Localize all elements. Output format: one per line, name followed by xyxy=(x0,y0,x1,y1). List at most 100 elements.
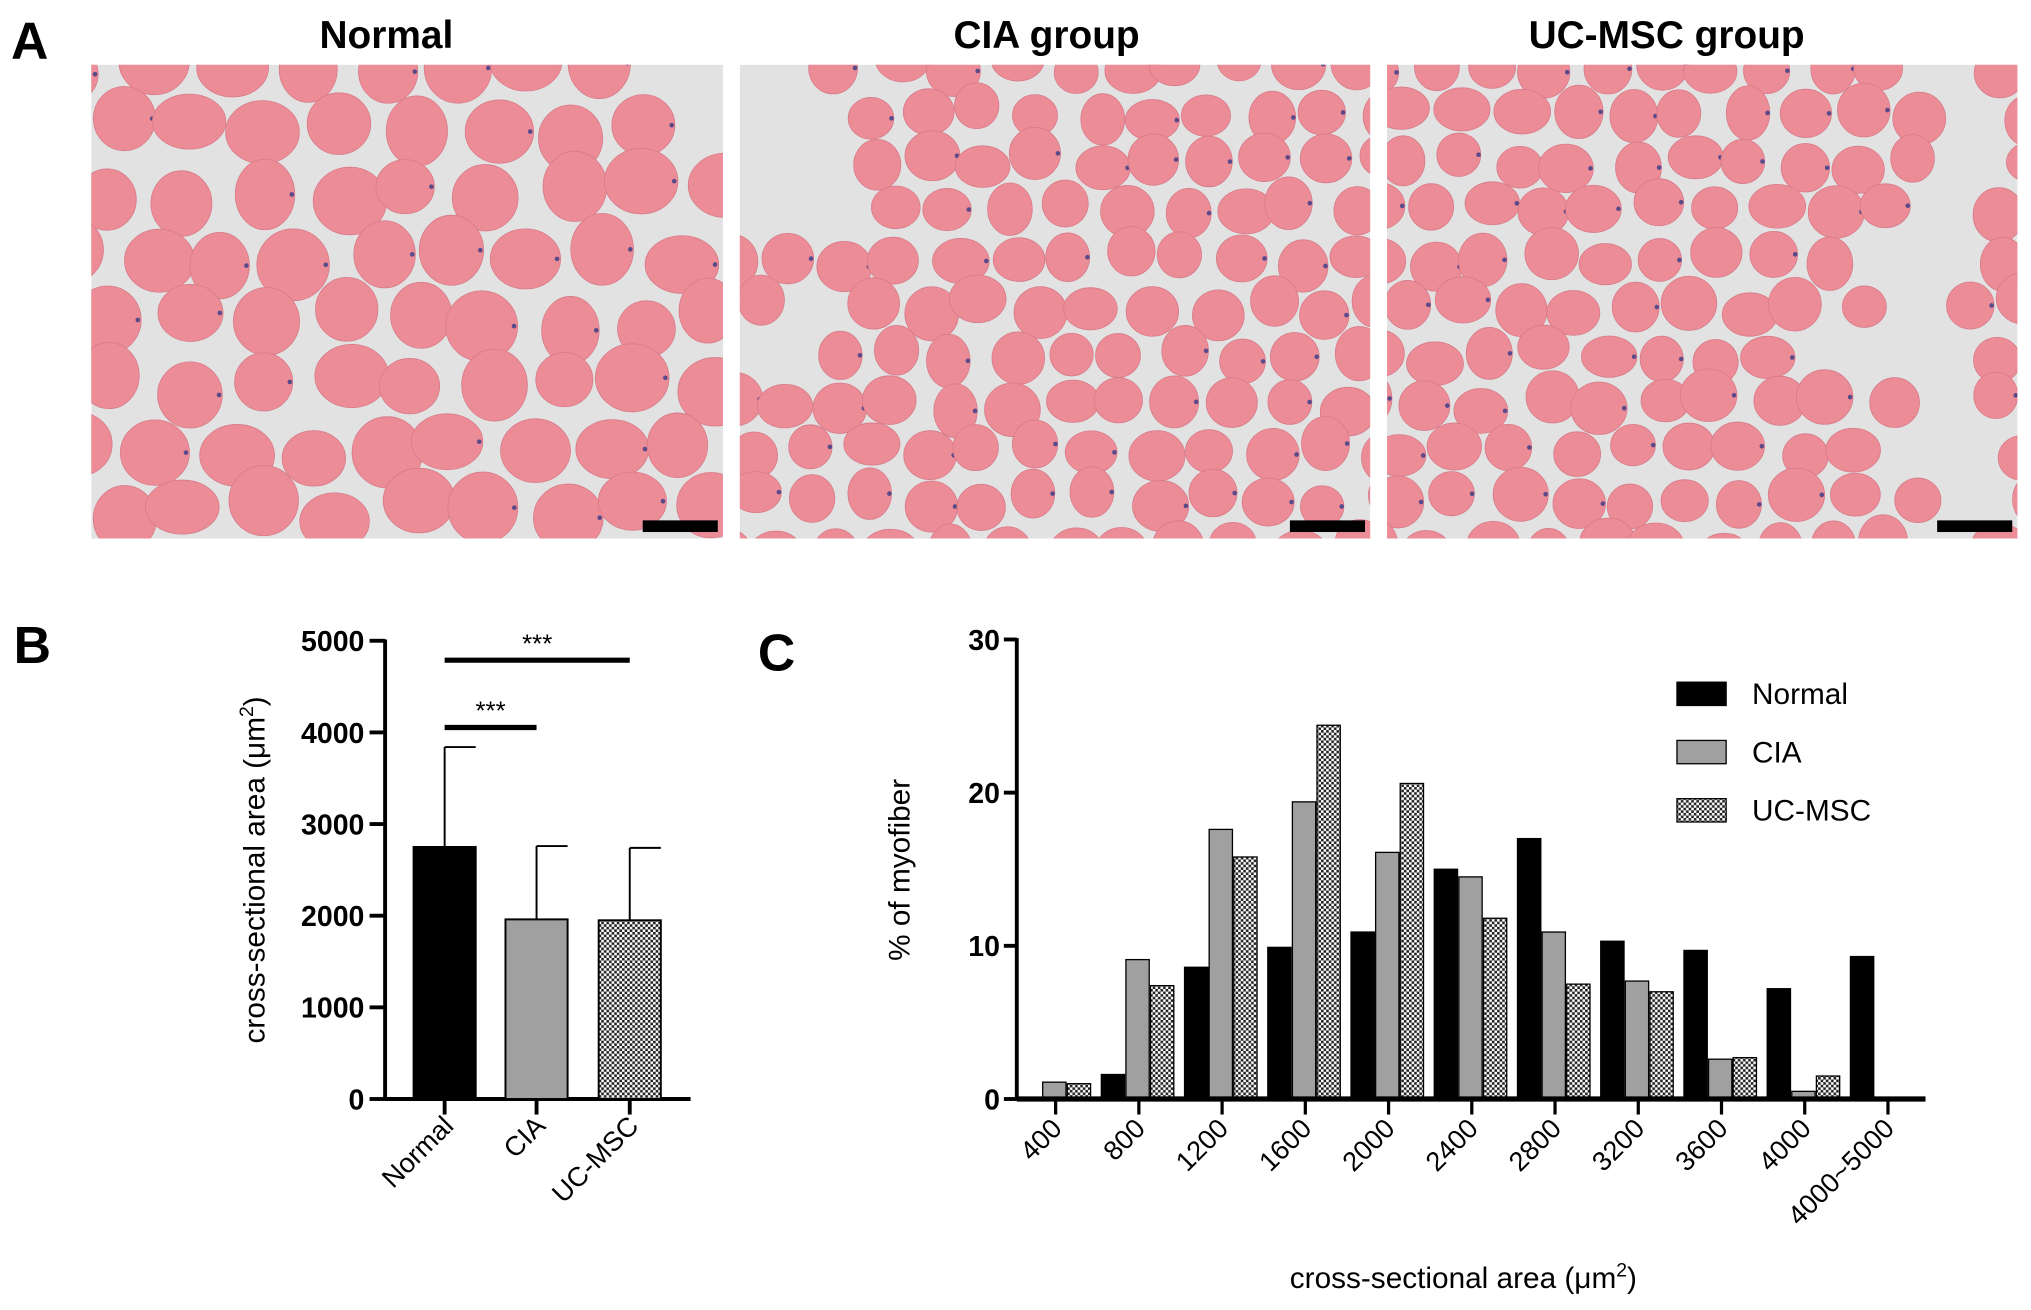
nucleus xyxy=(1677,257,1682,263)
nucleus xyxy=(1566,551,1571,556)
nucleus xyxy=(1627,66,1632,72)
nucleus xyxy=(1387,396,1392,401)
bar-uc-msc-2000 xyxy=(1399,782,1425,1100)
y-tick-label: 20 xyxy=(968,778,1000,810)
nucleus xyxy=(827,444,833,450)
nucleus xyxy=(627,247,633,252)
nucleus xyxy=(1789,355,1795,360)
nucleus xyxy=(887,491,892,496)
nucleus xyxy=(669,122,675,128)
bar-cia-1600 xyxy=(1291,801,1317,1100)
bar-uc-msc-1200 xyxy=(1233,856,1258,1100)
bar-normal-1600 xyxy=(1267,946,1292,1100)
nucleus xyxy=(1260,359,1266,364)
nucleus xyxy=(217,310,223,316)
nucleus xyxy=(1426,302,1431,308)
bar-uc-msc xyxy=(597,919,662,1100)
nucleus xyxy=(776,489,782,495)
nucleus xyxy=(1631,541,1636,546)
y-tick-label: 0 xyxy=(349,1084,365,1116)
nucleus xyxy=(747,549,752,554)
bar-uc-msc-4000 xyxy=(1815,1075,1841,1100)
x-tick-label: Normal xyxy=(375,1110,459,1194)
nucleus xyxy=(1294,452,1299,457)
nucleus xyxy=(1731,392,1737,398)
nucleus xyxy=(853,549,858,554)
nucleus xyxy=(1654,304,1660,310)
bar-normal-800 xyxy=(1100,1073,1126,1100)
nucleus xyxy=(1050,491,1055,496)
nucleus xyxy=(1344,441,1350,446)
x-tick-label: UC-MSC xyxy=(546,1110,645,1209)
nucleus xyxy=(1824,165,1830,171)
bar-normal-4000~5000 xyxy=(1849,955,1875,1100)
nucleus xyxy=(1515,543,1520,548)
x-tick-label: 2800 xyxy=(1502,1112,1567,1177)
nucleus xyxy=(889,115,894,121)
scale-bar xyxy=(1289,520,1366,533)
nucleus xyxy=(1112,449,1117,455)
nucleus xyxy=(1290,115,1296,120)
nucleus xyxy=(1679,543,1684,548)
nucleus xyxy=(512,505,517,510)
nucleus xyxy=(511,323,517,329)
scale-bar xyxy=(642,520,718,533)
nucleus xyxy=(478,247,483,253)
nucleus xyxy=(1588,166,1593,171)
nucleus xyxy=(2013,393,2018,398)
nucleus xyxy=(1203,348,1209,354)
legend-swatch-normal xyxy=(1676,681,1727,707)
histology-image-normal xyxy=(91,64,723,539)
bar-chart-mean-area: 0 1000 2000 3000 4000 5000 cross-sectional are… xyxy=(236,626,691,1209)
nucleus xyxy=(1885,107,1890,113)
x-tick-label: 3200 xyxy=(1586,1112,1651,1177)
nucleus xyxy=(972,408,978,414)
bar-uc-msc-3200 xyxy=(1649,991,1674,1100)
scale-bar xyxy=(1937,520,2013,533)
nucleus xyxy=(135,317,141,323)
y-tick-label: 30 xyxy=(968,625,1000,657)
bar-normal-2400 xyxy=(1433,868,1459,1100)
nucleus xyxy=(968,548,973,553)
nucleus xyxy=(1380,540,1385,545)
bar-normal-4000 xyxy=(1766,988,1792,1100)
bar-uc-msc-2800 xyxy=(1566,983,1591,1100)
nucleus xyxy=(1174,117,1180,123)
nucleus xyxy=(952,504,958,509)
bar-cia xyxy=(504,918,569,1100)
nucleus xyxy=(1183,503,1189,509)
histology-image-cia xyxy=(739,64,1385,554)
nucleus xyxy=(1903,539,1908,544)
nucleus xyxy=(1650,442,1656,448)
nucleus xyxy=(1543,491,1548,497)
bar-uc-msc-800 xyxy=(1149,985,1175,1100)
bar-cia-3200 xyxy=(1624,980,1650,1100)
nucleus xyxy=(409,252,415,257)
nucleus xyxy=(554,256,560,262)
nucleus xyxy=(712,262,718,267)
nucleus xyxy=(1502,408,1508,414)
nucleus xyxy=(1678,199,1684,205)
nucleus xyxy=(1053,441,1058,447)
y-axis-label: cross-sectional area (μm2) xyxy=(236,696,272,1043)
nucleus xyxy=(1514,200,1520,206)
nucleus xyxy=(92,71,98,77)
panel-c-label: C xyxy=(758,624,795,682)
nucleus xyxy=(1631,354,1637,360)
x-tick-label: 800 xyxy=(1097,1112,1151,1166)
panel-a-label: A xyxy=(11,11,48,69)
y-tick-label: 10 xyxy=(968,931,1000,963)
nucleus xyxy=(1285,155,1291,160)
y-axis-label: % of myofiber xyxy=(883,779,916,961)
nucleus xyxy=(323,262,329,268)
nucleus xyxy=(597,515,603,521)
nucleus xyxy=(966,207,972,212)
nucleus xyxy=(1765,110,1770,116)
significance-label: *** xyxy=(475,698,505,726)
legend-swatch-uc-msc xyxy=(1676,798,1727,823)
panel-b-label: B xyxy=(14,616,51,674)
nucleus xyxy=(852,65,858,71)
nucleus xyxy=(1989,303,1994,308)
bar-normal-3200 xyxy=(1600,940,1625,1100)
